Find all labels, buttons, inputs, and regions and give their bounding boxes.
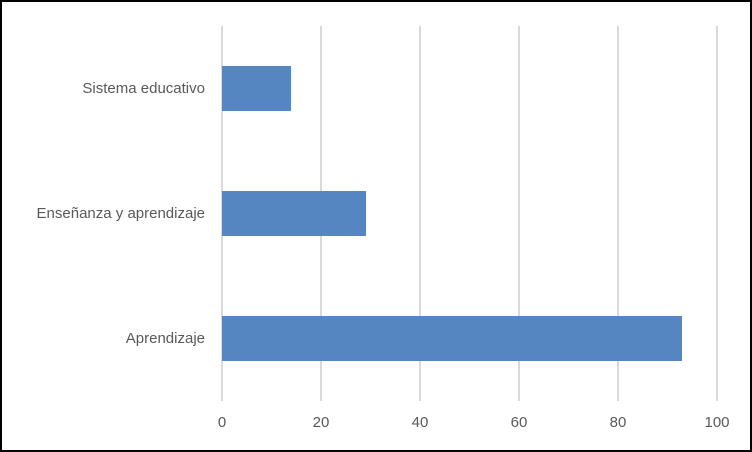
gridline — [419, 26, 421, 401]
x-tick-label: 20 — [312, 414, 330, 431]
bar-aprendizaje — [222, 316, 683, 361]
category-label: Aprendizaje — [125, 329, 205, 347]
category-label: Enseñanza y aprendizaje — [36, 204, 205, 222]
gridline — [617, 26, 619, 401]
plot-area — [221, 26, 718, 401]
bar-ense-anza-y-aprendizaje — [222, 191, 366, 236]
gridline — [518, 26, 520, 401]
x-tick-label: 60 — [510, 414, 528, 431]
gridline — [716, 26, 718, 401]
x-tick-label: 100 — [704, 414, 730, 431]
category-label: Sistema educativo — [82, 79, 205, 97]
bar-sistema-educativo — [222, 66, 292, 111]
x-tick-label: 0 — [217, 414, 227, 431]
x-tick-label: 40 — [411, 414, 429, 431]
x-tick-label: 80 — [609, 414, 627, 431]
